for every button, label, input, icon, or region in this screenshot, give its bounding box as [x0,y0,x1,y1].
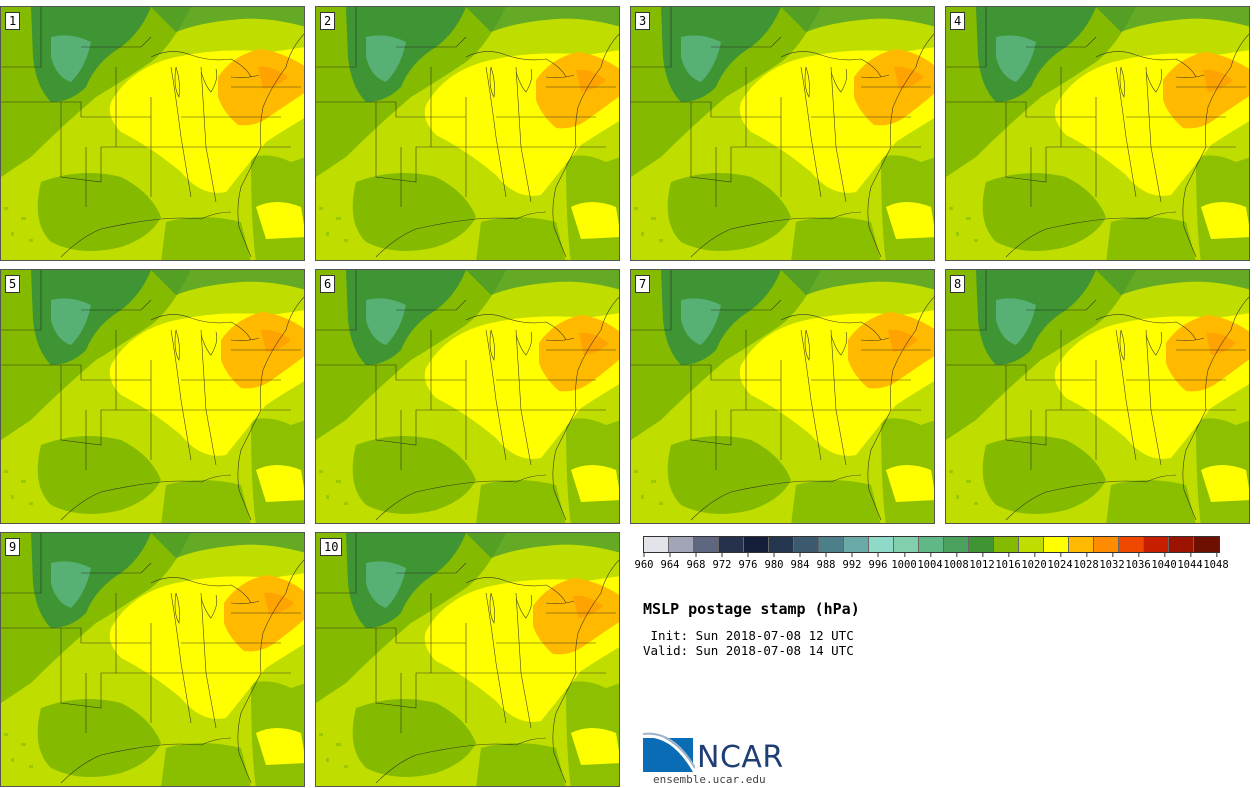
colorbar-swatch [744,537,769,552]
colorbar-swatch [644,537,669,552]
colorbar-tick-label: 964 [661,552,679,571]
init-time: Init: Sun 2018-07-08 12 UTC [643,628,854,643]
colorbar-swatch [844,537,869,552]
colorbar-swatch [944,537,969,552]
map-panel-4: 4 [945,6,1250,261]
colorbar-swatch [769,537,794,552]
colorbar-swatch [669,537,694,552]
panel-number: 7 [635,275,651,293]
map-panel-9: 9 [0,532,305,787]
colorbar-tick-label: 968 [687,552,705,571]
mslp-map [946,7,1249,260]
mslp-map [316,270,619,523]
map-panel-10: 10 [315,532,620,787]
mslp-map [316,7,619,260]
colorbar-tick-label: 984 [791,552,809,571]
colorbar-tick-label: 1028 [1073,552,1099,571]
mslp-map [1,7,304,260]
panel-number: 9 [5,538,21,556]
colorbar-tick-label: 960 [635,552,653,571]
colorbar-swatch [1144,537,1169,552]
colorbar-tick-label: 988 [817,552,835,571]
colorbar [643,536,1220,553]
colorbar-swatch [969,537,994,552]
map-panel-2: 2 [315,6,620,261]
mslp-map [631,7,934,260]
map-panel-7: 7 [630,269,935,524]
map-panel-1: 1 [0,6,305,261]
colorbar-swatch [919,537,944,552]
colorbar-swatch [794,537,819,552]
mslp-map [946,270,1249,523]
mslp-map [631,270,934,523]
colorbar-swatch [1194,537,1219,552]
colorbar-tick-label: 992 [843,552,861,571]
colorbar-tick-label: 976 [739,552,757,571]
colorbar-tick-label: 1004 [917,552,943,571]
colorbar-swatch [819,537,844,552]
map-panel-8: 8 [945,269,1250,524]
colorbar-tick-label: 1044 [1177,552,1203,571]
colorbar-swatch [1044,537,1069,552]
valid-time: Valid: Sun 2018-07-08 14 UTC [643,643,854,658]
map-panel-5: 5 [0,269,305,524]
panel-number: 5 [5,275,21,293]
colorbar-tick-label: 1024 [1047,552,1073,571]
colorbar-ticks: 960 964 968 972 976 980 984 988 992 996 1000 1004 10… [635,552,1253,576]
panel-number: 2 [320,12,336,30]
map-panel-3: 3 [630,6,935,261]
colorbar-tick-label: 1000 [891,552,917,571]
colorbar-tick-label: 1008 [943,552,969,571]
panel-number: 10 [320,538,343,556]
colorbar-tick-label: 1016 [995,552,1021,571]
colorbar-swatch [694,537,719,552]
ncar-logo-icon [643,732,695,772]
mslp-map [1,270,304,523]
panel-number: 3 [635,12,651,30]
map-panel-6: 6 [315,269,620,524]
mslp-map [316,533,619,786]
mslp-map [1,533,304,786]
panel-number: 8 [950,275,966,293]
chart-title: MSLP postage stamp (hPa) [643,600,860,618]
colorbar-swatch [869,537,894,552]
colorbar-tick-label: 1020 [1021,552,1047,571]
colorbar-tick-label: 1036 [1125,552,1151,571]
colorbar-tick-label: 1040 [1151,552,1177,571]
panel-number: 1 [5,12,21,30]
colorbar-swatch [1019,537,1044,552]
panel-number: 4 [950,12,966,30]
colorbar-tick-label: 1032 [1099,552,1125,571]
colorbar-swatch [1094,537,1119,552]
ncar-url: ensemble.ucar.edu [653,773,766,786]
colorbar-tick-label: 980 [765,552,783,571]
colorbar-swatch [1169,537,1194,552]
colorbar-swatch [719,537,744,552]
colorbar-swatch [894,537,919,552]
colorbar-swatch [994,537,1019,552]
colorbar-swatch [1069,537,1094,552]
colorbar-tick-label: 996 [869,552,887,571]
ncar-logo-text: NCAR [697,740,784,775]
colorbar-tick-label: 972 [713,552,731,571]
colorbar-swatch [1119,537,1144,552]
panel-number: 6 [320,275,336,293]
colorbar-tick-label: 1012 [969,552,995,571]
colorbar-tick-label: 1048 [1203,552,1229,571]
